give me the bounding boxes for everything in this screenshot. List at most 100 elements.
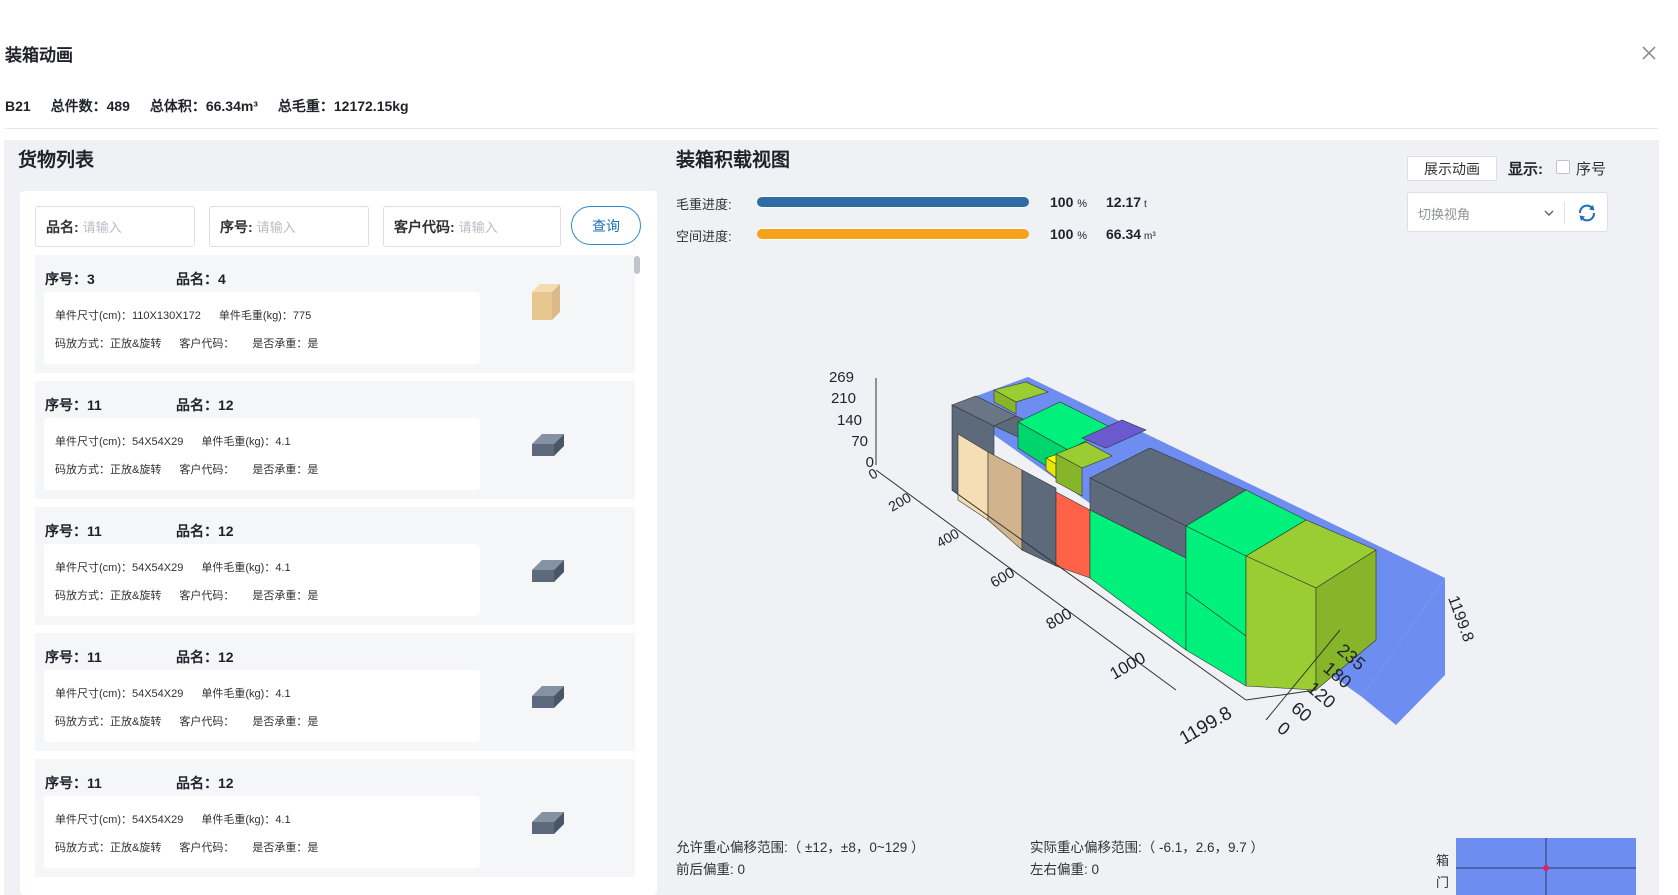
space-progress-fill xyxy=(757,229,1029,239)
weight-progress-fill xyxy=(757,197,1029,207)
allowed-cg-range: 允许重心偏移范围:（ ±12，±8，0~129 ） xyxy=(676,840,925,855)
dialog-title: 装箱动画 xyxy=(5,46,73,65)
cargo-list[interactable]: 序号：3 品名：4 单件尺寸(cm)：110X130X172 单件毛重(kg)：7… xyxy=(35,255,635,895)
space-progress-bar xyxy=(757,228,1029,240)
slate-box-icon xyxy=(532,560,564,582)
door-label-top: 箱 xyxy=(1436,853,1450,868)
display-label: 显示: xyxy=(1508,161,1543,178)
weight-progress-value: 12.17 t xyxy=(1106,194,1147,210)
cargo-stack-mode: 码放方式：正放&旋转 xyxy=(55,464,162,476)
weight-progress-bar xyxy=(757,196,1029,208)
cargo-detail: 单件尺寸(cm)：54X54X29 单件毛重(kg)：4.1 码放方式：正放&旋转… xyxy=(44,418,480,490)
refresh-icon[interactable] xyxy=(1576,202,1598,224)
slate-box-icon xyxy=(532,434,564,456)
actual-cg-range: 实际重心偏移范围:（ -6.1，2.6，9.7 ） xyxy=(1030,840,1265,855)
cargo-size: 单件尺寸(cm)：54X54X29 xyxy=(55,562,184,574)
cargo-size: 单件尺寸(cm)：54X54X29 xyxy=(55,436,184,448)
show-animation-button[interactable]: 展示动画 xyxy=(1407,156,1497,181)
chevron-down-icon[interactable] xyxy=(1542,206,1556,220)
customer-code-filter-placeholder[interactable]: 请输入 xyxy=(458,220,498,235)
cargo-weight: 单件毛重(kg)：775 xyxy=(218,310,312,322)
cargo-customer: 客户代码： xyxy=(179,464,235,476)
container-3d-view[interactable]: 269 210 140 70 0 0 200 400 600 800 1000 … xyxy=(676,330,1576,820)
yellowgreen-far-side xyxy=(1315,549,1377,691)
front-back-bias: 前后偏重: 0 xyxy=(676,862,746,877)
container-side-wall xyxy=(1362,578,1445,725)
customer-code-filter[interactable]: 客户代码: 请输入 xyxy=(383,206,561,247)
serial-filter[interactable]: 序号: 请输入 xyxy=(209,206,369,247)
cargo-seq: 序号：11 xyxy=(45,649,102,665)
query-button[interactable]: 查询 xyxy=(571,206,641,245)
total-pieces: 总件数：489 xyxy=(50,98,130,114)
serial-filter-label: 序号: xyxy=(220,218,253,235)
cargo-name: 品名：12 xyxy=(176,397,234,413)
product-name-filter[interactable]: 品名: 请输入 xyxy=(35,206,195,247)
space-progress-label: 空间进度: xyxy=(676,229,732,244)
length-axis-line xyxy=(875,469,1177,691)
cargo-item[interactable]: 序号：11 品名：12 单件尺寸(cm)：54X54X29 单件毛重(kg)：4.… xyxy=(35,507,635,625)
slate-box-icon xyxy=(532,686,564,708)
cargo-seq: 序号：11 xyxy=(45,523,102,539)
cargo-item[interactable]: 序号：3 品名：4 单件尺寸(cm)：110X130X172 单件毛重(kg)：7… xyxy=(35,255,635,373)
customer-code-filter-label: 客户代码: xyxy=(394,218,455,235)
z-tick-label: 210 xyxy=(831,390,856,407)
length-tick-label: 1000 xyxy=(1107,648,1149,683)
cargo-item[interactable]: 序号：11 品名：12 单件尺寸(cm)：54X54X29 单件毛重(kg)：4.… xyxy=(35,759,635,877)
cargo-size: 单件尺寸(cm)：54X54X29 xyxy=(55,814,184,826)
center-of-gravity-dot xyxy=(1543,865,1549,871)
width-tick-label: 0 xyxy=(1273,718,1294,740)
cargo-item[interactable]: 序号：11 品名：12 单件尺寸(cm)：54X54X29 单件毛重(kg)：4.… xyxy=(35,633,635,751)
container-floor-edge-end xyxy=(1245,689,1317,701)
serial-checkbox-label[interactable]: 序号 xyxy=(1576,161,1607,178)
product-name-filter-placeholder[interactable]: 请输入 xyxy=(82,220,122,235)
summary-bar: B21 总件数：489 总体积：66.34m³ 总毛重：12172.15kg xyxy=(5,96,425,116)
z-tick-label: 269 xyxy=(829,369,854,386)
far-corner-tick-label: 1199.8 xyxy=(1444,594,1476,645)
cargo-weight: 单件毛重(kg)：4.1 xyxy=(201,436,291,448)
yellowgreen-mid-side xyxy=(1055,453,1083,497)
serial-filter-placeholder[interactable]: 请输入 xyxy=(256,220,296,235)
close-icon[interactable] xyxy=(1640,44,1658,62)
cargo-detail: 单件尺寸(cm)：54X54X29 单件毛重(kg)：4.1 码放方式：正放&旋转… xyxy=(44,670,480,742)
cargo-name: 品名：12 xyxy=(176,649,234,665)
cargo-customer: 客户代码： xyxy=(179,590,235,602)
container-floor-edge xyxy=(951,489,1247,701)
cargo-weight: 单件毛重(kg)：4.1 xyxy=(201,562,291,574)
cargo-size: 单件尺寸(cm)：110X130X172 xyxy=(55,310,201,322)
cargo-detail: 单件尺寸(cm)：110X130X172 单件毛重(kg)：775 码放方式：正放… xyxy=(44,292,480,364)
cargo-weight: 单件毛重(kg)：4.1 xyxy=(201,814,291,826)
space-progress-percent: 100 % xyxy=(1050,226,1088,242)
z-tick-label: 0 xyxy=(866,454,874,471)
cargo-stack-mode: 码放方式：正放&旋转 xyxy=(55,716,162,728)
cargo-seq: 序号：11 xyxy=(45,775,102,791)
cargo-list-scrollbar[interactable] xyxy=(634,256,640,274)
view-angle-select[interactable]: 切换视角 xyxy=(1407,192,1608,232)
cargo-list-title: 货物列表 xyxy=(18,150,95,171)
length-tick-label: 200 xyxy=(886,489,914,515)
cargo-stack-mode: 码放方式：正放&旋转 xyxy=(55,590,162,602)
view-angle-placeholder: 切换视角 xyxy=(1418,207,1471,222)
weight-progress-label: 毛重进度: xyxy=(676,197,732,212)
length-tick-label: 400 xyxy=(934,525,962,551)
cargo-bearing: 是否承重：是 xyxy=(252,590,319,602)
width-axis-line xyxy=(1265,629,1341,721)
tomato-cargo xyxy=(1055,491,1091,579)
length-tick-label: 1199.8 xyxy=(1176,703,1236,750)
cargo-name: 品名：4 xyxy=(176,271,226,287)
left-right-bias: 左右偏重: 0 xyxy=(1030,862,1100,877)
cargo-customer: 客户代码： xyxy=(179,716,235,728)
space-progress-value: 66.34 m³ xyxy=(1106,226,1156,242)
cargo-bearing: 是否承重：是 xyxy=(252,716,319,728)
weight-progress-percent: 100 % xyxy=(1050,194,1088,210)
purple-cargo xyxy=(1081,419,1147,449)
serial-checkbox[interactable] xyxy=(1556,160,1570,174)
cargo-bearing: 是否承重：是 xyxy=(252,842,319,854)
z-tick-label: 70 xyxy=(851,433,868,450)
cargo-item[interactable]: 序号：11 品名：12 单件尺寸(cm)：54X54X29 单件毛重(kg)：4.… xyxy=(35,381,635,499)
cargo-detail: 单件尺寸(cm)：54X54X29 单件毛重(kg)：4.1 码放方式：正放&旋转… xyxy=(44,544,480,616)
beige-box-icon xyxy=(532,284,560,320)
door-label-bottom: 门 xyxy=(1436,875,1450,890)
z-tick-label: 140 xyxy=(837,412,862,429)
loading-view-title: 装箱积载视图 xyxy=(676,150,791,171)
